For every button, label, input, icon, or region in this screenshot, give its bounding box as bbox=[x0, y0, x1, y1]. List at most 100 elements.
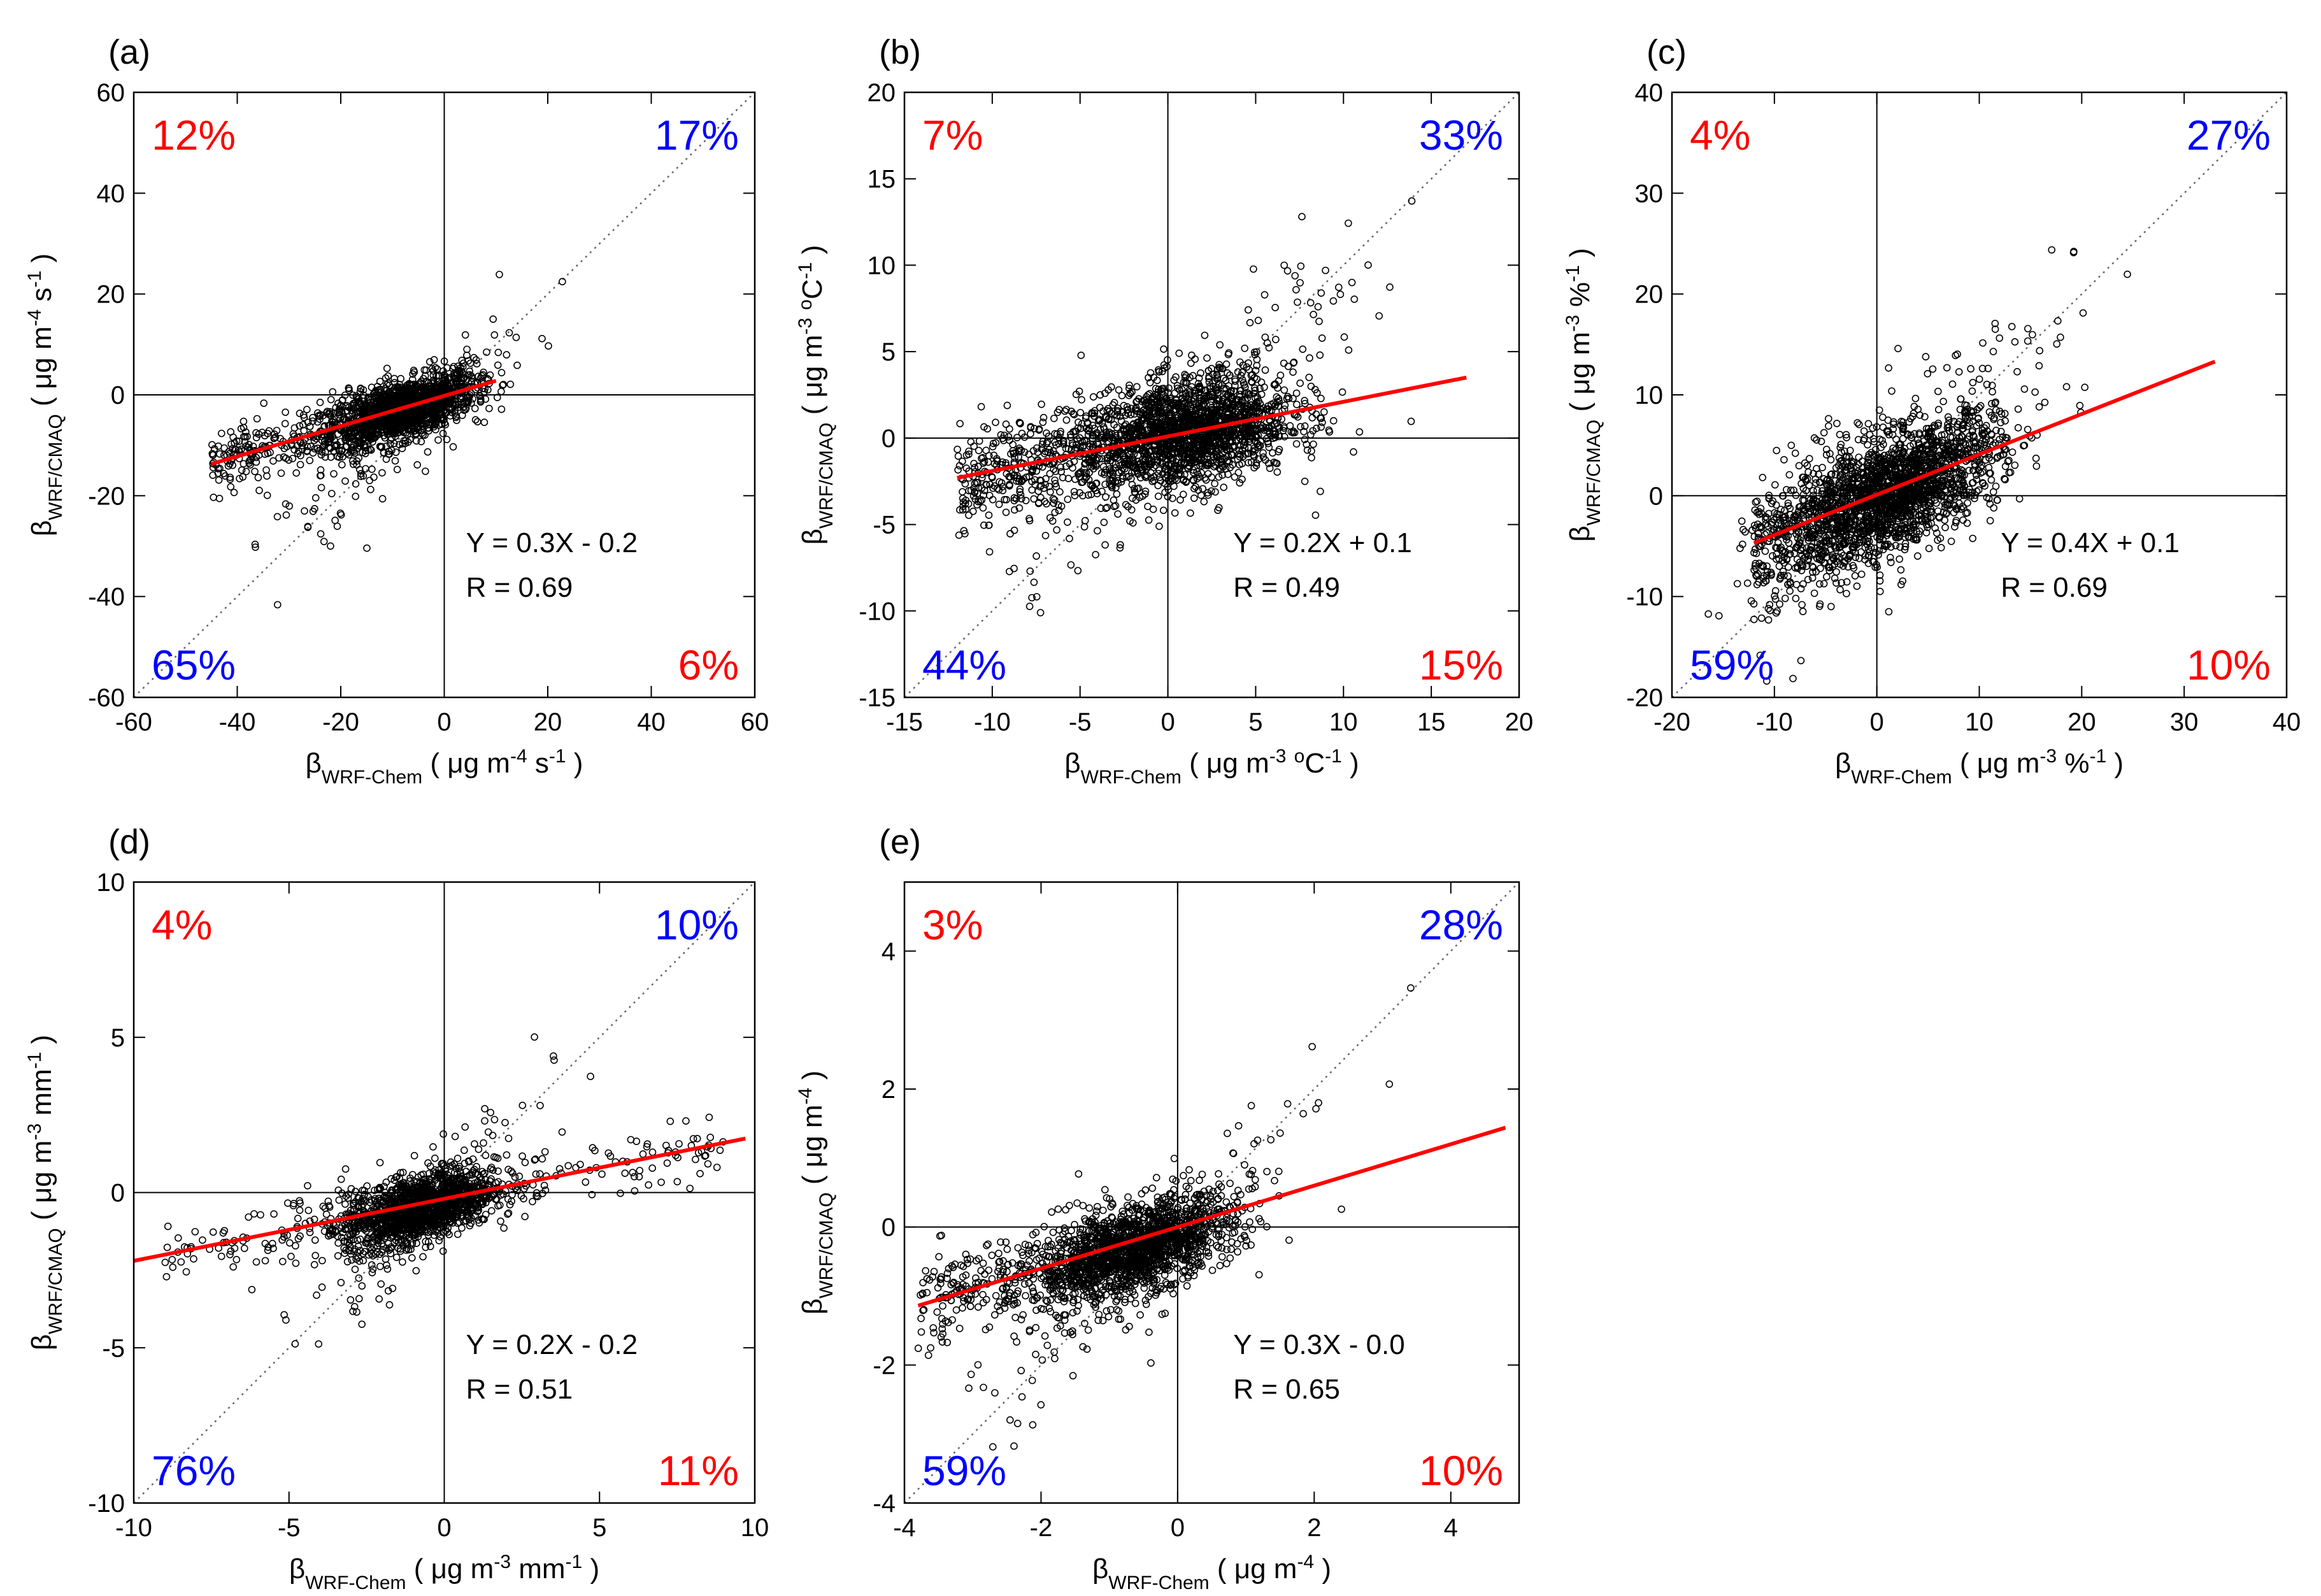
data-point bbox=[1071, 492, 1079, 500]
data-point bbox=[1150, 410, 1157, 418]
data-point bbox=[410, 366, 418, 374]
data-point bbox=[1162, 465, 1170, 473]
data-point bbox=[1292, 440, 1301, 448]
data-point bbox=[1771, 587, 1780, 595]
data-point bbox=[409, 370, 417, 378]
regression-line bbox=[957, 375, 1467, 480]
data-point bbox=[371, 392, 380, 399]
data-point bbox=[1143, 451, 1151, 459]
data-point bbox=[253, 415, 261, 423]
data-point bbox=[1004, 432, 1013, 441]
data-point bbox=[328, 417, 336, 425]
data-point bbox=[353, 394, 361, 402]
data-point bbox=[1215, 473, 1223, 481]
data-point bbox=[1218, 408, 1227, 417]
data-point bbox=[1162, 423, 1170, 431]
data-point bbox=[299, 421, 307, 429]
data-point bbox=[1178, 385, 1186, 394]
data-point bbox=[1118, 392, 1126, 400]
data-point bbox=[1199, 397, 1208, 404]
data-point bbox=[401, 437, 410, 445]
data-point bbox=[1015, 504, 1024, 512]
data-point bbox=[1975, 404, 1983, 411]
data-point bbox=[397, 412, 405, 420]
data-point bbox=[1083, 419, 1091, 427]
data-point bbox=[1180, 490, 1187, 499]
data-point bbox=[1062, 406, 1070, 413]
data-point bbox=[1290, 429, 1299, 437]
y-tick-label: 60 bbox=[97, 79, 125, 107]
data-point bbox=[1224, 369, 1231, 377]
data-point bbox=[1171, 406, 1178, 414]
data-point bbox=[1213, 397, 1222, 405]
data-point bbox=[1291, 272, 1299, 280]
regression-line bbox=[211, 378, 497, 466]
data-point bbox=[417, 379, 424, 387]
data-point bbox=[1131, 429, 1139, 438]
data-point bbox=[345, 385, 353, 393]
data-point bbox=[1890, 418, 1897, 426]
y-tick-label: 10 bbox=[868, 252, 896, 280]
data-point bbox=[1955, 368, 1963, 376]
data-point bbox=[1289, 368, 1297, 376]
data-point bbox=[1189, 476, 1197, 484]
data-point bbox=[429, 371, 438, 380]
data-point bbox=[980, 487, 989, 494]
data-point bbox=[311, 494, 320, 502]
data-point bbox=[1043, 429, 1050, 437]
data-point bbox=[1876, 435, 1884, 443]
data-point bbox=[980, 458, 989, 466]
data-point bbox=[378, 393, 386, 401]
data-point bbox=[1148, 429, 1157, 437]
data-point bbox=[1185, 400, 1193, 408]
data-point bbox=[1316, 351, 1324, 359]
data-point bbox=[1217, 403, 1225, 411]
data-point bbox=[1011, 506, 1018, 514]
data-point bbox=[404, 425, 412, 434]
data-point bbox=[1243, 402, 1251, 410]
data-point bbox=[385, 388, 393, 395]
data-point bbox=[1006, 567, 1013, 576]
data-point bbox=[1090, 461, 1097, 469]
data-point bbox=[1187, 359, 1195, 367]
data-point bbox=[1227, 450, 1235, 459]
data-point bbox=[1117, 541, 1124, 549]
data-point bbox=[297, 452, 304, 460]
data-point bbox=[971, 488, 979, 497]
data-point bbox=[464, 357, 473, 365]
data-point bbox=[1292, 286, 1300, 294]
data-point bbox=[317, 466, 325, 474]
data-point bbox=[1265, 344, 1273, 352]
data-point bbox=[1141, 420, 1149, 428]
data-point bbox=[1318, 418, 1326, 427]
data-point bbox=[1901, 543, 1910, 551]
data-point bbox=[1226, 464, 1234, 471]
data-point bbox=[1233, 424, 1241, 432]
data-point bbox=[444, 382, 452, 390]
data-point bbox=[432, 372, 440, 380]
data-point bbox=[1115, 386, 1123, 394]
data-point bbox=[953, 445, 961, 453]
data-point bbox=[1301, 436, 1309, 443]
data-point bbox=[1220, 374, 1227, 383]
data-point bbox=[1260, 291, 1269, 299]
data-point bbox=[1280, 261, 1288, 269]
data-point bbox=[450, 402, 458, 410]
data-point bbox=[965, 511, 973, 519]
data-point bbox=[443, 436, 451, 443]
y-tick-label: 20 bbox=[868, 79, 896, 107]
data-point bbox=[332, 443, 340, 450]
data-point bbox=[1207, 406, 1215, 414]
data-point bbox=[1027, 423, 1034, 431]
data-point bbox=[493, 394, 501, 401]
data-point bbox=[1885, 431, 1893, 439]
data-point bbox=[310, 436, 318, 445]
data-point bbox=[1280, 386, 1289, 394]
data-point bbox=[246, 456, 255, 464]
data-point bbox=[1272, 430, 1280, 438]
data-point bbox=[289, 455, 297, 462]
data-point bbox=[1879, 413, 1887, 422]
data-point bbox=[954, 466, 962, 474]
data-point bbox=[1038, 440, 1046, 448]
data-point bbox=[1238, 368, 1246, 376]
